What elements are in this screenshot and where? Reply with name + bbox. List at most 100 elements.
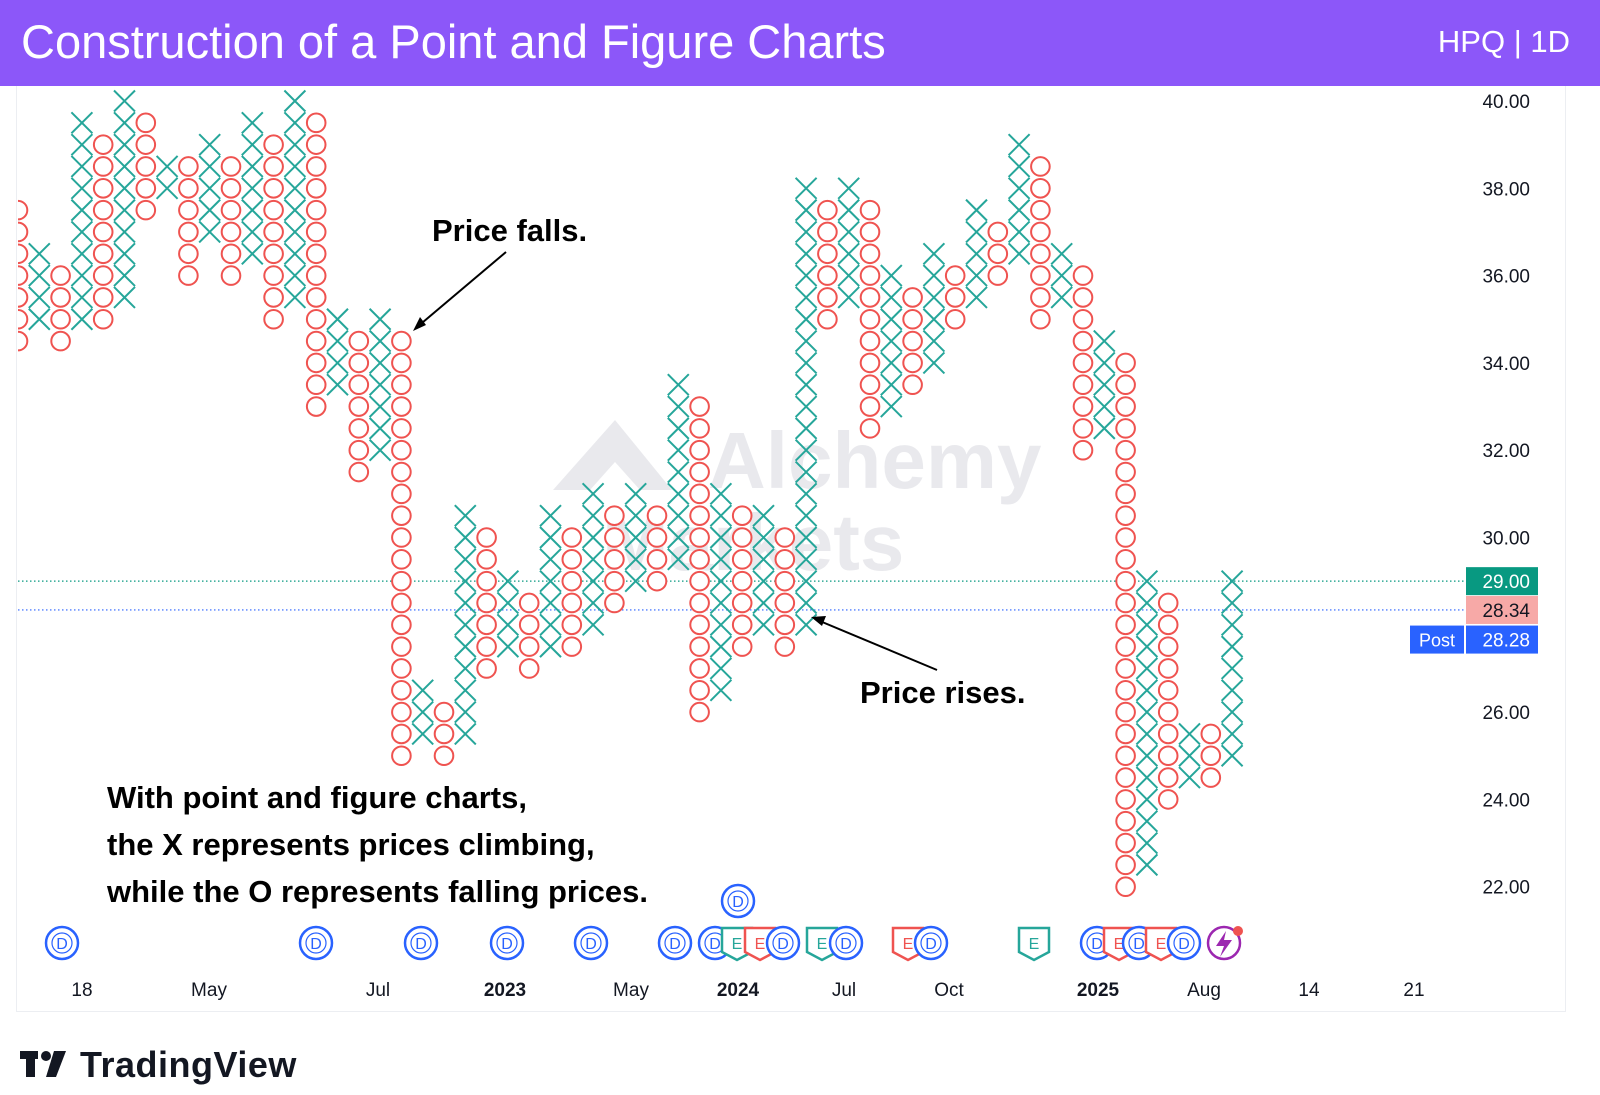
o-box xyxy=(135,178,157,199)
o-column xyxy=(1115,352,1136,898)
dividend-event-icon[interactable]: D xyxy=(720,883,756,919)
x-box xyxy=(283,133,307,156)
x-box xyxy=(1220,679,1244,702)
o-box xyxy=(604,549,625,570)
x-box xyxy=(752,504,775,527)
o-column xyxy=(1030,156,1051,330)
o-box xyxy=(220,199,242,221)
x-box xyxy=(1135,657,1159,680)
o-box xyxy=(391,592,412,614)
o-box xyxy=(859,221,881,243)
o-box xyxy=(1200,745,1222,767)
o-box xyxy=(391,374,412,396)
dividend-event-icon[interactable]: D xyxy=(765,925,801,961)
o-box xyxy=(774,636,796,657)
x-box xyxy=(709,569,733,593)
o-box xyxy=(1157,636,1179,657)
dividend-event-icon[interactable]: D xyxy=(403,925,439,961)
x-box xyxy=(794,220,818,244)
o-box xyxy=(50,287,71,308)
x-column xyxy=(411,679,434,746)
o-box xyxy=(348,374,370,396)
x-box xyxy=(1178,766,1201,789)
o-box xyxy=(689,418,710,439)
dividend-event-icon[interactable]: D xyxy=(573,925,609,961)
o-box xyxy=(92,243,114,265)
o-box xyxy=(859,287,881,308)
price-label-value: 28.34 xyxy=(1482,601,1530,622)
x-box xyxy=(368,417,392,440)
o-box xyxy=(1157,789,1179,810)
o-box xyxy=(1030,178,1051,199)
o-box xyxy=(263,308,284,330)
x-tick-label: 2024 xyxy=(717,980,760,1001)
x-box xyxy=(624,504,647,527)
dividend-event-icon[interactable]: D xyxy=(828,925,864,961)
o-box xyxy=(1115,461,1136,483)
o-box xyxy=(391,614,412,636)
o-column xyxy=(178,156,199,286)
o-box xyxy=(604,505,625,526)
event-label: E xyxy=(755,936,766,953)
dividend-event-icon[interactable]: D xyxy=(44,925,80,961)
o-box xyxy=(689,592,710,614)
event-label: D xyxy=(840,936,852,953)
annotation-price-rises: Price rises. xyxy=(860,675,1025,710)
post-tag-label: Post xyxy=(1419,631,1455,651)
o-column xyxy=(220,156,242,286)
x-box xyxy=(241,177,264,200)
x-box xyxy=(1050,242,1073,265)
earnings-event-icon[interactable]: E xyxy=(1017,926,1051,962)
earnings-event-icon[interactable]: E xyxy=(805,926,839,962)
o-column xyxy=(135,112,157,221)
o-box xyxy=(263,156,284,177)
o-box xyxy=(178,265,199,286)
x-box xyxy=(709,635,733,658)
o-box xyxy=(689,614,710,636)
o-column xyxy=(731,505,753,657)
o-box xyxy=(433,745,455,767)
price-label-value: 29.00 xyxy=(1482,572,1530,593)
o-box xyxy=(689,527,710,548)
o-box xyxy=(348,418,370,439)
x-column xyxy=(667,373,690,571)
tradingview-logo-text: TradingView xyxy=(80,1044,297,1085)
dividend-event-icon[interactable]: D xyxy=(657,925,693,961)
o-box xyxy=(305,199,327,221)
dividend-event-icon[interactable]: D xyxy=(913,925,949,961)
x-box xyxy=(326,329,349,353)
o-box xyxy=(1030,199,1051,221)
dividend-event-icon[interactable]: D xyxy=(1166,925,1202,961)
chart-frame xyxy=(16,86,1566,1012)
x-box xyxy=(794,373,818,396)
x-box xyxy=(155,155,179,178)
price-rises-arrow-line xyxy=(814,618,938,671)
o-box xyxy=(902,352,923,374)
event-label: E xyxy=(817,936,828,953)
o-box xyxy=(178,199,199,221)
o-box xyxy=(305,308,327,330)
x-column xyxy=(1050,242,1073,309)
x-box xyxy=(667,438,690,462)
o-box xyxy=(1115,854,1136,876)
dividend-event-icon[interactable]: D xyxy=(298,925,334,961)
x-box xyxy=(837,242,860,265)
x-column xyxy=(28,242,51,331)
x-column xyxy=(1135,569,1159,877)
x-box xyxy=(1135,788,1159,811)
o-box xyxy=(476,658,497,679)
x-box xyxy=(539,635,562,658)
o-box xyxy=(1072,396,1094,417)
dividend-event-icon[interactable]: D xyxy=(489,925,525,961)
o-box xyxy=(1115,396,1136,417)
x-box xyxy=(794,569,818,593)
o-box xyxy=(391,352,412,374)
o-box xyxy=(92,308,114,330)
o-box xyxy=(18,330,29,352)
x-box xyxy=(581,526,605,549)
x-box xyxy=(667,373,690,396)
x-column xyxy=(70,111,94,331)
upcoming-earnings-icon[interactable] xyxy=(1206,925,1243,961)
